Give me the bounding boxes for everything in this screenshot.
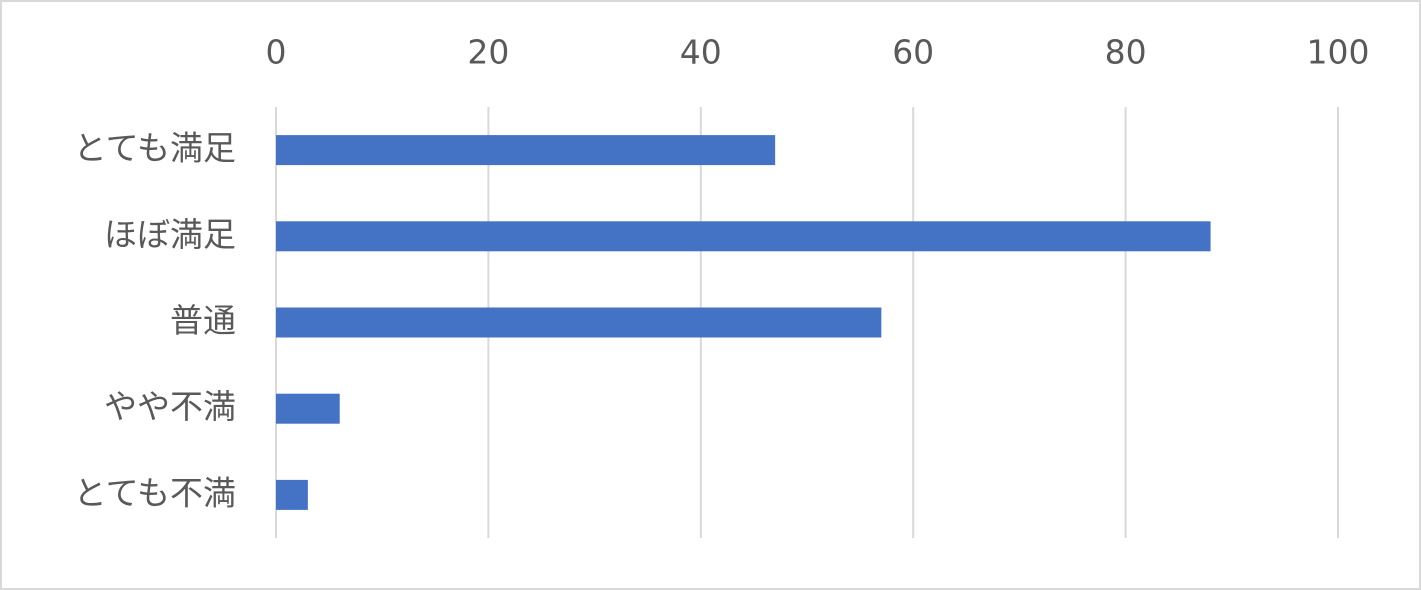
x-tick-label: 80 — [1105, 33, 1147, 72]
bar — [276, 135, 776, 166]
x-tick-label: 40 — [680, 33, 722, 72]
x-tick-label: 60 — [892, 33, 934, 72]
bar — [276, 479, 308, 510]
y-tick-label: やや不満 — [104, 387, 236, 426]
y-tick-label: とても満足 — [74, 129, 236, 168]
bar — [276, 307, 882, 338]
y-tick-label: とても不満 — [74, 473, 236, 512]
x-tick-label: 0 — [266, 33, 287, 72]
x-tick-label: 20 — [467, 33, 509, 72]
bar — [276, 393, 340, 424]
y-tick-label: 普通 — [170, 301, 236, 340]
y-tick-label: ほぼ満足 — [104, 215, 236, 254]
bar — [276, 221, 1211, 252]
x-tick-label: 100 — [1307, 33, 1370, 72]
